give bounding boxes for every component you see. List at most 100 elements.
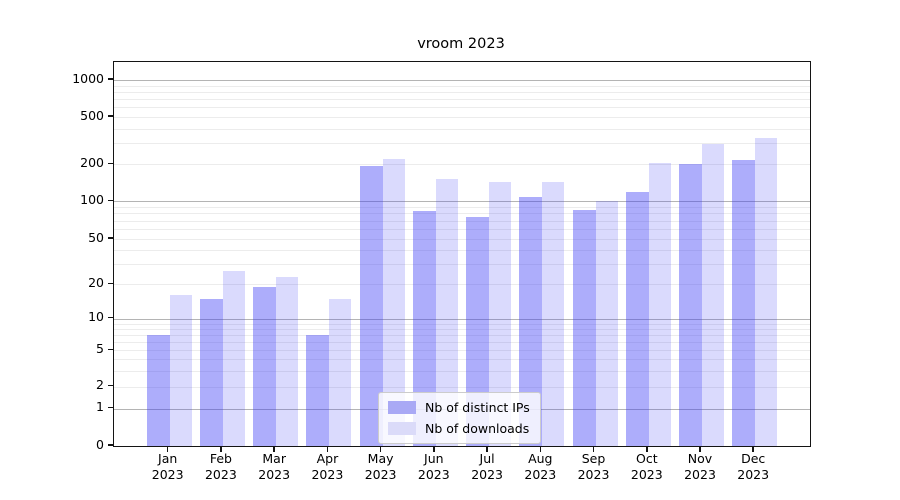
bar-jan-distinct-ips [146, 335, 170, 446]
gridline-800 [114, 91, 810, 93]
x-tick-mark-may [379, 446, 382, 452]
gridline-10 [114, 318, 810, 320]
y-tick-label-200: 200 [80, 154, 104, 170]
y-tick-label-2: 2 [96, 377, 104, 393]
x-tick-label-may: May 2023 [364, 451, 397, 482]
x-tick-mark-oct [646, 446, 648, 452]
bar-mar-downloads [276, 277, 299, 446]
y-tick-mark-1 [108, 406, 113, 409]
x-tick-mark-nov [699, 446, 701, 452]
bar-feb-distinct-ips [199, 298, 223, 446]
legend-swatch-downloads [388, 422, 416, 435]
bar-sep-downloads [595, 201, 618, 446]
y-tick-label-1: 1 [96, 399, 104, 415]
gridline-7 [114, 335, 810, 336]
gridline-90 [114, 207, 810, 208]
gridline-70 [114, 220, 810, 222]
y-tick-mark-200 [108, 162, 113, 165]
bar-dec-downloads [755, 137, 778, 446]
gridline-5 [114, 350, 810, 352]
legend-entry-downloads: Nb of downloads [388, 421, 530, 436]
chart-title: vroom 2023 [417, 36, 505, 52]
x-tick-label-jan: Jan 2023 [151, 451, 184, 482]
x-tick-mark-jan [166, 446, 169, 452]
y-tick-mark-10 [108, 316, 113, 319]
y-tick-mark-1000 [108, 78, 113, 80]
y-tick-mark-2 [108, 384, 113, 387]
gridline-60 [114, 229, 810, 231]
y-tick-label-100: 100 [80, 191, 104, 207]
gridline-30 [114, 264, 810, 266]
legend-label-distinct-ips: Nb of distinct IPs [425, 400, 530, 415]
legend: Nb of distinct IPs Nb of downloads [378, 392, 541, 444]
gridline-20 [114, 284, 810, 286]
x-tick-mark-mar [273, 446, 275, 452]
gridline-200 [114, 164, 810, 166]
gridline-400 [114, 128, 810, 130]
bar-dec-distinct-ips [732, 160, 756, 446]
gridline-600 [114, 107, 810, 109]
x-tick-label-jun: Jun 2023 [417, 451, 450, 482]
gridline-4 [114, 359, 810, 361]
y-tick-mark-50 [108, 237, 113, 239]
gridline-900 [114, 85, 810, 87]
gridline-9 [114, 323, 810, 325]
bar-sep-distinct-ips [572, 210, 596, 446]
legend-label-downloads: Nb of downloads [425, 421, 530, 436]
gridline-2 [114, 386, 810, 388]
y-tick-label-50: 50 [88, 229, 104, 245]
x-tick-mark-sep [592, 446, 595, 452]
gridline-80 [114, 213, 810, 215]
x-tick-mark-aug [539, 446, 542, 452]
y-tick-label-1000: 1000 [72, 70, 104, 86]
gridline-50 [114, 239, 810, 240]
y-tick-mark-20 [108, 282, 113, 285]
bar-aug-distinct-ips [519, 197, 543, 446]
x-tick-mark-feb [220, 446, 222, 452]
y-tick-mark-0 [108, 444, 113, 446]
x-tick-label-aug: Aug 2023 [524, 451, 557, 482]
gridline-3 [114, 370, 810, 372]
bar-nov-downloads [702, 144, 724, 446]
bar-jul-downloads [489, 181, 512, 446]
gridline-6 [114, 342, 810, 343]
y-tick-label-500: 500 [80, 107, 104, 123]
x-tick-label-apr: Apr 2023 [311, 451, 344, 482]
bar-oct-distinct-ips [625, 191, 649, 446]
gridline-1000 [114, 80, 810, 81]
gridline-300 [114, 143, 810, 145]
legend-entry-distinct-ips: Nb of distinct IPs [388, 400, 530, 415]
bar-jan-downloads [169, 295, 192, 446]
bar-jun-downloads [435, 178, 458, 446]
y-tick-mark-500 [108, 115, 113, 117]
x-tick-mark-jun [433, 446, 435, 452]
y-tick-mark-5 [108, 348, 113, 351]
bar-apr-downloads [329, 298, 352, 446]
bar-feb-downloads [222, 271, 245, 446]
gridline-40 [114, 250, 810, 251]
y-tick-mark-100 [108, 199, 113, 202]
bar-may-distinct-ips [359, 166, 383, 446]
bar-mar-distinct-ips [253, 286, 277, 446]
gridline-100 [114, 201, 810, 203]
y-tick-label-10: 10 [88, 309, 104, 325]
bar-oct-downloads [648, 162, 671, 446]
x-tick-mark-jul [486, 446, 488, 452]
bar-aug-downloads [542, 181, 565, 446]
legend-swatch-distinct-ips [388, 401, 416, 414]
bar-may-downloads [382, 159, 405, 446]
y-tick-label-0: 0 [96, 436, 104, 452]
bar-apr-distinct-ips [306, 335, 330, 446]
plot-area: Nb of distinct IPs Nb of downloads [113, 61, 811, 447]
x-tick-label-nov: Nov 2023 [684, 451, 716, 482]
gridline-500 [114, 117, 810, 118]
x-tick-mark-apr [326, 446, 329, 452]
x-tick-label-jul: Jul 2023 [471, 451, 503, 482]
gridline-8 [114, 328, 810, 330]
gridline-700 [114, 99, 810, 100]
x-tick-label-oct: Oct 2023 [630, 451, 663, 482]
x-tick-label-dec: Dec 2023 [737, 451, 770, 482]
bar-nov-distinct-ips [679, 164, 702, 446]
bar-jun-distinct-ips [412, 210, 436, 446]
